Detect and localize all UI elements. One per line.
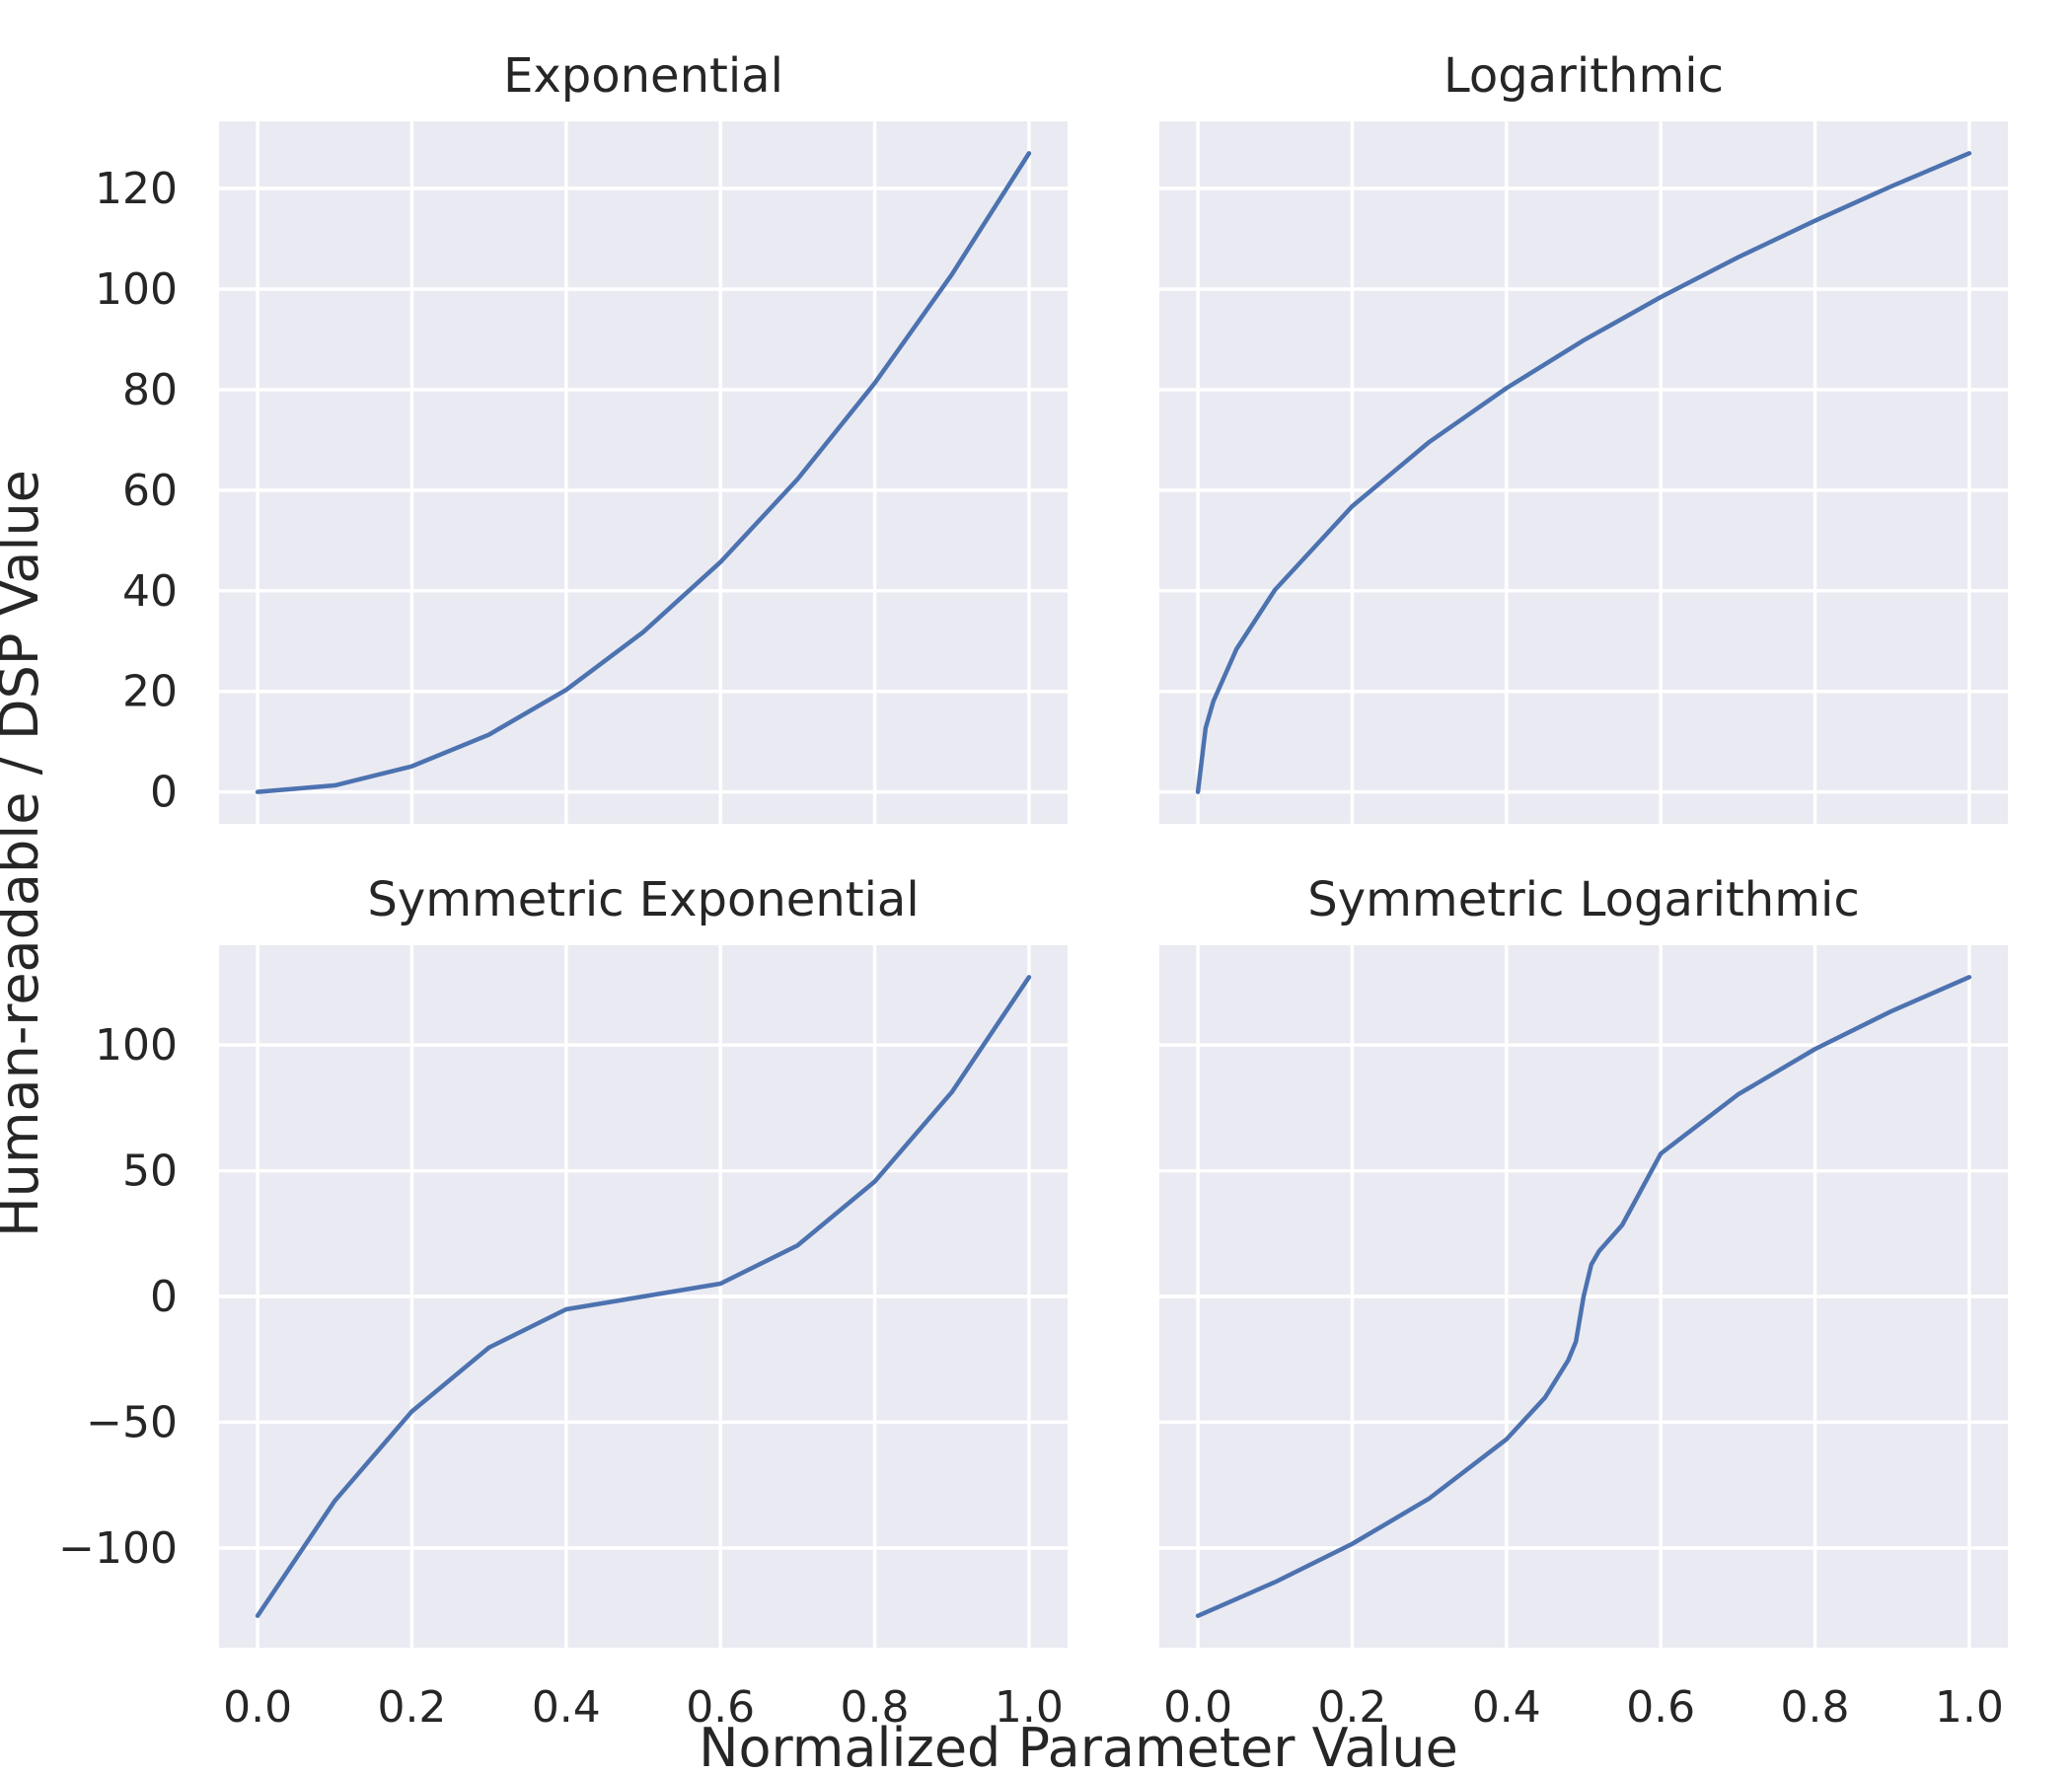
x-tick-label: 0.0 [1163, 1682, 1232, 1733]
y-tick-label: −50 [86, 1397, 178, 1447]
y-tick-label: 20 [122, 667, 178, 717]
y-tick-label: −100 [58, 1523, 178, 1574]
panel-symmetric-logarithmic: Symmetric Logarithmic 0.0 0.2 0.4 0.6 0.8 1.0 [1159, 872, 2008, 1733]
panel-exponential-title: Exponential [503, 48, 783, 104]
x-tick-label: 0.6 [1626, 1682, 1695, 1733]
panel-exponential-background [219, 121, 1068, 824]
panel-symmetric-logarithmic-title: Symmetric Logarithmic [1307, 872, 1859, 927]
panel-logarithmic: Logarithmic [1159, 48, 2008, 824]
y-tick-label: 40 [122, 566, 178, 617]
x-tick-label: 0.0 [223, 1682, 292, 1733]
y-tick-label: 80 [122, 365, 178, 415]
x-tick-label: 1.0 [1935, 1682, 2004, 1733]
y-tick-label: 100 [95, 264, 178, 315]
x-axis-label: Normalized Parameter Value [699, 1717, 1458, 1776]
panel-logarithmic-title: Logarithmic [1443, 48, 1724, 104]
panel-logarithmic-series-line [1195, 151, 1972, 794]
panel-exponential: Exponential 0 20 40 60 80 100 120 [95, 48, 1068, 824]
y-tick-label: 0 [150, 1272, 178, 1322]
x-tick-label: 0.8 [841, 1682, 910, 1733]
panel-symmetric-exponential-title: Symmetric Exponential [367, 872, 919, 927]
x-tick-label: 0.2 [377, 1682, 446, 1733]
panel-logarithmic-background [1159, 121, 2008, 824]
y-axis-label: Human-readable / DSP Value [0, 470, 50, 1237]
panels: Exponential 0 20 40 60 80 100 120 Logarithmic Sym… [58, 48, 2008, 1733]
x-tick-label: 0.2 [1317, 1682, 1386, 1733]
y-tick-label: 0 [150, 768, 178, 818]
x-tick-label: 0.6 [686, 1682, 755, 1733]
panel-symmetric-logarithmic-series-line [1195, 975, 1972, 1618]
x-tick-label: 0.8 [1781, 1682, 1850, 1733]
x-tick-label: 0.4 [532, 1682, 601, 1733]
panel-symmetric-exponential-series-line [255, 975, 1032, 1618]
x-tick-label: 0.4 [1472, 1682, 1541, 1733]
y-tick-label: 60 [122, 466, 178, 516]
y-tick-label: 100 [95, 1020, 178, 1071]
y-tick-label: 50 [122, 1147, 178, 1197]
x-tick-label: 1.0 [995, 1682, 1064, 1733]
panel-exponential-series-line [255, 151, 1032, 794]
panel-symmetric-exponential: Symmetric Exponential −100 −50 0 50 100 0.0 0.2… [58, 872, 1068, 1733]
y-tick-label: 120 [95, 164, 178, 214]
